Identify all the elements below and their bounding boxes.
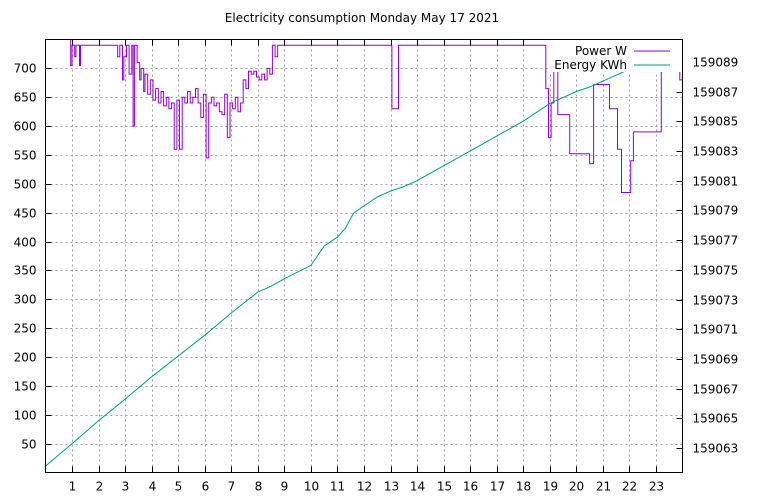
y2-tick-label: 159087 [693,86,739,100]
x-tick-label: 17 [490,480,505,494]
x-tick-label: 10 [304,480,319,494]
x-tick-label: 3 [122,480,130,494]
y2-tick-label: 159067 [693,383,739,397]
y-tick-label: 100 [14,409,37,423]
y2-tick-label: 159063 [693,442,739,456]
x-tick-label: 11 [330,480,345,494]
legend-label-energy: Energy KWh [554,58,627,72]
legend-background [548,40,682,72]
legend-label-power: Power W [575,44,627,58]
x-tick-label: 14 [410,480,425,494]
y-tick-label: 550 [14,149,37,163]
x-tick-label: 5 [175,480,183,494]
legend: Power W Energy KWh [548,40,682,72]
x-tick-label: 19 [543,480,558,494]
x-tick-label: 4 [149,480,157,494]
y2-tick-label: 159081 [693,175,739,189]
y-tick-label: 50 [21,438,36,452]
y-tick-label: 250 [14,322,37,336]
y-tick-label: 350 [14,264,37,278]
y2-tick-label: 159079 [693,204,739,218]
y-tick-label: 200 [14,351,37,365]
x-tick-label: 20 [569,480,584,494]
x-tick-label: 1 [69,480,77,494]
y2-tick-label: 159073 [693,294,739,308]
x-tick-label: 2 [96,480,104,494]
x-tick-label: 22 [622,480,637,494]
y2-tick-label: 159077 [693,234,739,248]
x-tick-label: 15 [437,480,452,494]
chart-title: Electricity consumption Monday May 17 20… [225,11,499,25]
y2-tick-label: 159071 [693,323,739,337]
grid-layer [45,39,683,473]
x-tick-label: 13 [384,480,399,494]
y-tick-label: 700 [14,62,37,76]
x-tick-label: 9 [281,480,289,494]
series-layer [45,39,683,467]
x-tick-label: 6 [202,480,210,494]
series-energy-line [45,49,683,467]
x-tick-label: 8 [255,480,263,494]
y-tick-label: 300 [14,293,37,307]
y-tick-label: 450 [14,207,37,221]
x-tick-label: 18 [516,480,531,494]
y2-tick-label: 159089 [693,56,739,70]
x-tick-label: 16 [463,480,478,494]
x-tick-label: 12 [357,480,372,494]
y2-tick-label: 159083 [693,145,739,159]
y2-tick-label: 159075 [693,264,739,278]
y-tick-label: 400 [14,236,37,250]
y2-tick-label: 159065 [693,412,739,426]
y2-tick-label: 159069 [693,353,739,367]
series-power-line [70,39,683,193]
y-tick-label: 650 [14,91,37,105]
y-tick-label: 600 [14,120,37,134]
axis-layer: 1 2 3 4 5 6 7 8 9 10 11 12 13 14 15 16 17 18 19 20 21 22 23501… [14,39,739,494]
y-tick-label: 500 [14,178,37,192]
x-tick-label: 23 [649,480,664,494]
y2-tick-label: 159085 [693,115,739,129]
y-tick-label: 150 [14,380,37,394]
x-tick-label: 7 [228,480,236,494]
x-tick-label: 21 [596,480,611,494]
